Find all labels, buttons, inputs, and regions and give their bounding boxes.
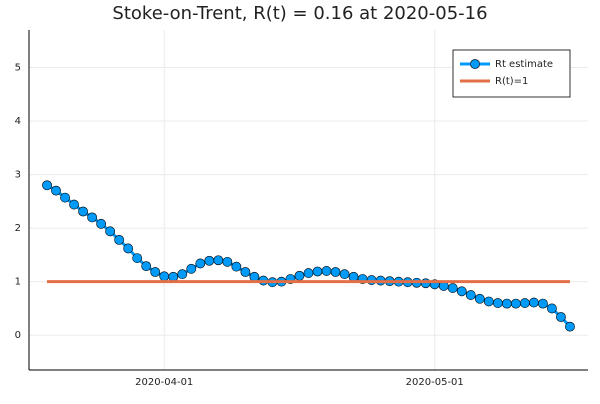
data-point — [123, 243, 134, 254]
data-point — [222, 256, 233, 267]
data-point — [447, 283, 458, 293]
data-point — [529, 297, 539, 308]
data-point — [195, 258, 206, 269]
data-point — [42, 180, 52, 191]
y-tick-label: 5 — [15, 62, 21, 73]
data-point — [249, 271, 260, 282]
legend-marker — [470, 59, 480, 69]
legend-label: R(t)=1 — [495, 76, 528, 87]
y-tick-label: 1 — [15, 277, 21, 288]
data-point — [132, 253, 143, 263]
data-point — [348, 271, 359, 282]
data-point — [231, 261, 242, 272]
y-tick-label: 2 — [15, 223, 21, 234]
data-point — [456, 286, 467, 297]
data-point — [501, 298, 512, 309]
data-point — [510, 298, 521, 309]
data-point — [519, 298, 530, 308]
chart-title: Stoke-on-Trent, R(t) = 0.16 at 2020-05-1… — [112, 3, 487, 24]
y-tick-label: 0 — [15, 330, 21, 341]
data-point — [141, 261, 152, 272]
data-point — [420, 278, 431, 289]
data-point — [321, 266, 332, 276]
legend-box — [452, 49, 571, 98]
data-point — [294, 270, 305, 281]
x-tick-label: 2020-04-01 — [135, 377, 193, 388]
data-point — [213, 255, 224, 266]
data-point — [565, 321, 575, 332]
data-point — [177, 269, 188, 280]
x-tick-label: 2020-05-01 — [406, 377, 464, 388]
data-point — [312, 266, 323, 277]
y-tick-label: 3 — [15, 170, 21, 181]
data-point — [159, 271, 170, 282]
data-point — [339, 269, 350, 280]
y-tick-label: 4 — [15, 116, 21, 127]
data-point — [105, 226, 116, 237]
data-point — [168, 271, 179, 282]
data-point — [303, 268, 314, 278]
data-point — [240, 267, 251, 277]
data-point — [492, 298, 503, 308]
data-point — [465, 290, 476, 300]
data-point — [87, 212, 98, 223]
data-point — [51, 185, 61, 196]
data-point — [186, 263, 197, 274]
data-point — [556, 312, 566, 322]
data-point — [204, 255, 215, 266]
data-point — [538, 298, 548, 309]
data-point — [483, 296, 494, 307]
data-point — [69, 199, 79, 210]
data-point — [60, 192, 70, 203]
data-point — [330, 267, 341, 277]
data-point — [366, 275, 377, 285]
data-point — [474, 293, 485, 304]
legend-label: Rt estimate — [495, 59, 553, 70]
data-point — [78, 206, 88, 217]
data-point — [114, 234, 125, 245]
data-point — [96, 218, 107, 229]
data-point — [150, 267, 161, 277]
data-point — [547, 303, 557, 314]
